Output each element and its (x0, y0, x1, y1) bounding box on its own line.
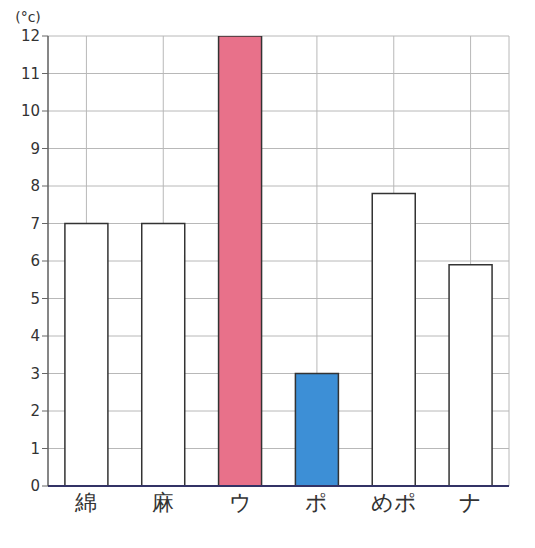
svg-text:麻: 麻 (152, 490, 174, 515)
svg-text:ナ: ナ (459, 490, 482, 515)
svg-text:9: 9 (30, 140, 40, 158)
svg-text:10: 10 (21, 102, 40, 120)
svg-text:(°c): (°c) (15, 9, 41, 25)
svg-text:4: 4 (30, 327, 40, 345)
svg-text:8: 8 (30, 177, 40, 195)
svg-text:11: 11 (21, 65, 40, 83)
svg-text:2: 2 (30, 402, 40, 420)
svg-text:めポ: めポ (371, 490, 417, 515)
svg-text:12: 12 (21, 27, 40, 45)
svg-text:0: 0 (30, 477, 40, 495)
svg-text:ウ: ウ (229, 490, 252, 515)
svg-text:6: 6 (30, 252, 40, 270)
svg-text:3: 3 (30, 365, 40, 383)
svg-text:ポ: ポ (305, 490, 328, 515)
svg-text:5: 5 (30, 290, 40, 308)
svg-text:綿: 綿 (74, 490, 97, 515)
svg-text:7: 7 (30, 215, 40, 233)
svg-text:1: 1 (30, 440, 40, 458)
